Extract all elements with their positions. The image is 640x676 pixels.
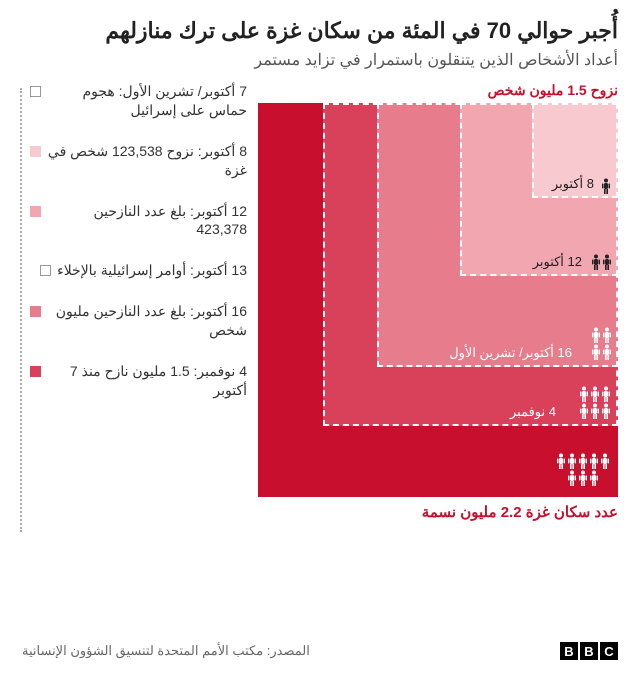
legend-swatch: [30, 86, 41, 97]
legend: 7 أكتوبر/ تشرين الأول: هجوم حماس على إسر…: [22, 82, 247, 542]
person-icon: [600, 453, 610, 469]
legend-item: 8 أكتوبر: نزوح 123,538 شخص في غزة: [30, 142, 247, 180]
person-icon: [579, 386, 589, 402]
page-subtitle: أعداد الأشخاص الذين يتنقلون باستمرار في …: [22, 50, 618, 70]
people-icons: [586, 327, 616, 360]
bbc-c: C: [600, 642, 618, 660]
legend-text: 7 أكتوبر/ تشرين الأول: هجوم حماس على إسر…: [47, 82, 247, 120]
legend-item: 16 أكتوبر: بلغ عدد النازحين مليون شخص: [30, 302, 247, 340]
source-text: المصدر: مكتب الأمم المتحدة لتنسيق الشؤون…: [22, 643, 310, 659]
bbc-logo: B B C: [560, 642, 618, 660]
legend-item: 13 أكتوبر: أوامر إسرائيلية بالإخلاء: [30, 261, 247, 280]
people-icons: [556, 453, 610, 486]
person-icon: [602, 254, 612, 270]
nested-squares-chart: نزوح 1.5 مليون شخص 4 نوفمبر 16 أكتوبر/ تش…: [247, 82, 618, 542]
square-label: 16 أكتوبر/ تشرين الأول: [449, 345, 572, 361]
person-icon: [567, 453, 577, 469]
chart-area: نزوح 1.5 مليون شخص 4 نوفمبر 16 أكتوبر/ تش…: [22, 82, 618, 542]
person-icon: [556, 453, 566, 469]
legend-text: 16 أكتوبر: بلغ عدد النازحين مليون شخص: [47, 302, 247, 340]
legend-text: 4 نوفمبر: 1.5 مليون نازح منذ 7 أكتوبر: [47, 362, 247, 400]
legend-swatch: [30, 366, 41, 377]
legend-text: 8 أكتوبر: نزوح 123,538 شخص في غزة: [47, 142, 247, 180]
bbc-b2: B: [580, 642, 598, 660]
legend-item: 7 أكتوبر/ تشرين الأول: هجوم حماس على إسر…: [30, 82, 247, 120]
person-icon: [589, 453, 599, 469]
legend-text: 12 أكتوبر: بلغ عدد النازحين 423,378: [47, 202, 247, 240]
legend-swatch: [30, 146, 41, 157]
person-icon: [591, 254, 601, 270]
legend-swatch: [30, 306, 41, 317]
person-icon: [578, 453, 588, 469]
legend-timeline-line: [20, 88, 22, 532]
person-icon: [601, 403, 611, 419]
person-icon: [567, 470, 577, 486]
person-icon: [601, 386, 611, 402]
bbc-b1: B: [560, 642, 578, 660]
person-icon: [579, 403, 589, 419]
person-icon: [601, 178, 611, 194]
people-icons: [574, 386, 616, 419]
chart-top-label: نزوح 1.5 مليون شخص: [247, 82, 618, 99]
person-icon: [590, 403, 600, 419]
legend-item: 12 أكتوبر: بلغ عدد النازحين 423,378: [30, 202, 247, 240]
legend-item: 4 نوفمبر: 1.5 مليون نازح منذ 7 أكتوبر: [30, 362, 247, 400]
person-icon: [591, 344, 601, 360]
person-icon: [602, 327, 612, 343]
person-icon: [591, 327, 601, 343]
person-icon: [589, 470, 599, 486]
person-icon: [578, 470, 588, 486]
people-icons: [586, 254, 616, 270]
square-label: 12 أكتوبر: [533, 254, 582, 270]
square-label: 8 أكتوبر: [552, 176, 594, 192]
person-icon: [602, 344, 612, 360]
legend-swatch: [40, 265, 51, 276]
legend-swatch: [30, 206, 41, 217]
legend-text: 13 أكتوبر: أوامر إسرائيلية بالإخلاء: [57, 261, 247, 280]
person-icon: [590, 386, 600, 402]
page-title: أُجبر حوالي 70 في المئة من سكان غزة على …: [22, 18, 618, 44]
people-icons: [598, 178, 614, 194]
square-label: 4 نوفمبر: [510, 404, 556, 420]
chart-bottom-label: عدد سكان غزة 2.2 مليون نسمة: [247, 503, 618, 521]
